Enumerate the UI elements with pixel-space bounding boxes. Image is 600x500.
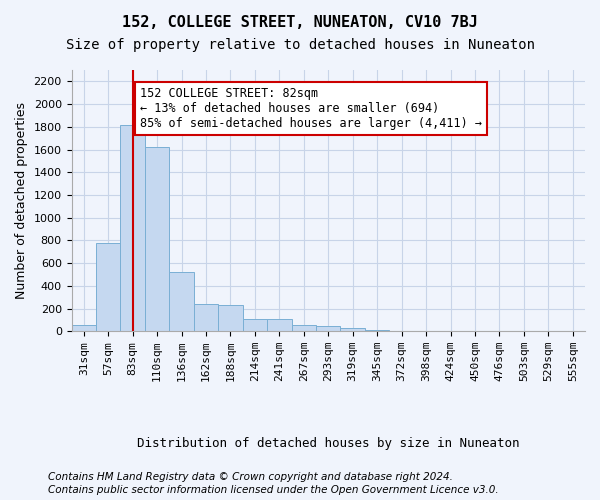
Text: Size of property relative to detached houses in Nuneaton: Size of property relative to detached ho…: [65, 38, 535, 52]
Bar: [96, 242, 121, 331]
Bar: [292, 325, 316, 331]
Bar: [169, 272, 194, 331]
Bar: [340, 328, 365, 331]
Bar: [194, 304, 218, 331]
Text: Contains HM Land Registry data © Crown copyright and database right 2024.: Contains HM Land Registry data © Crown c…: [48, 472, 453, 482]
Text: 152, COLLEGE STREET, NUNEATON, CV10 7BJ: 152, COLLEGE STREET, NUNEATON, CV10 7BJ: [122, 15, 478, 30]
Bar: [71, 325, 96, 331]
Bar: [316, 326, 340, 331]
Bar: [267, 320, 292, 331]
Bar: [121, 124, 145, 331]
Text: 152 COLLEGE STREET: 82sqm
← 13% of detached houses are smaller (694)
85% of semi: 152 COLLEGE STREET: 82sqm ← 13% of detac…: [140, 87, 482, 130]
Bar: [242, 320, 267, 331]
Y-axis label: Number of detached properties: Number of detached properties: [15, 102, 28, 299]
Bar: [145, 147, 169, 331]
Text: Contains public sector information licensed under the Open Government Licence v3: Contains public sector information licen…: [48, 485, 499, 495]
Bar: [365, 330, 389, 331]
X-axis label: Distribution of detached houses by size in Nuneaton: Distribution of detached houses by size …: [137, 437, 520, 450]
Bar: [218, 304, 242, 331]
